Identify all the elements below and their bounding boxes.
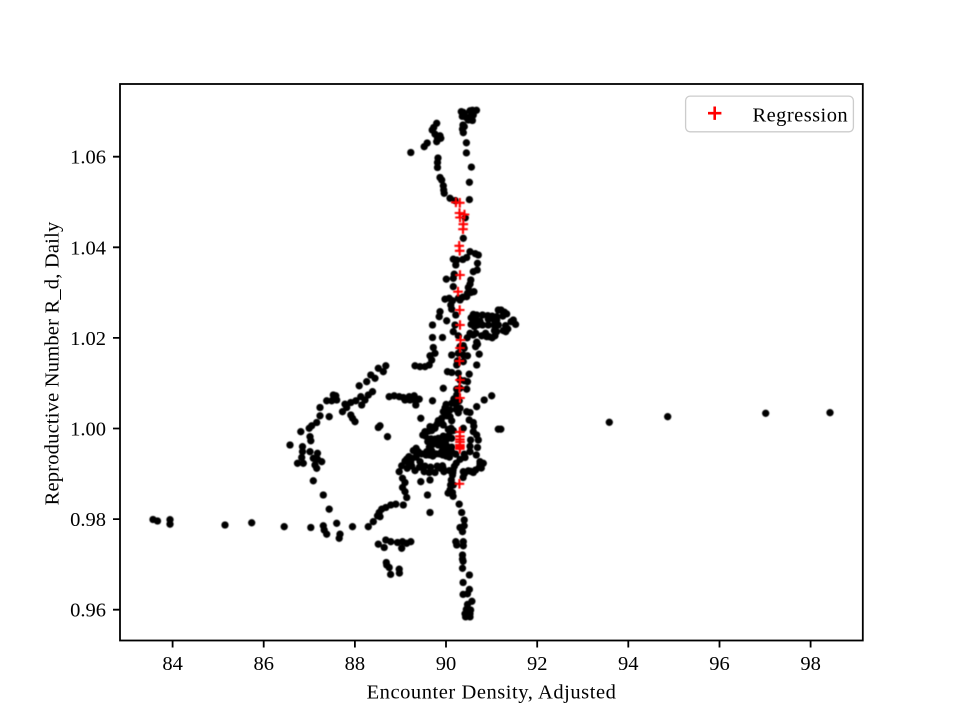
svg-text:92: 92 bbox=[527, 653, 548, 675]
svg-text:98: 98 bbox=[800, 653, 821, 675]
svg-text:0.96: 0.96 bbox=[70, 600, 106, 622]
svg-text:1.00: 1.00 bbox=[70, 419, 106, 441]
svg-text:90: 90 bbox=[436, 653, 457, 675]
svg-text:84: 84 bbox=[162, 653, 183, 675]
svg-text:0.98: 0.98 bbox=[70, 509, 106, 531]
svg-text:Reproductive Number R_d, Daily: Reproductive Number R_d, Daily bbox=[42, 221, 64, 505]
svg-text:86: 86 bbox=[253, 653, 274, 675]
svg-text:Encounter Density, Adjusted: Encounter Density, Adjusted bbox=[367, 682, 617, 704]
svg-text:1.06: 1.06 bbox=[70, 147, 106, 169]
svg-text:1.02: 1.02 bbox=[70, 328, 106, 350]
svg-text:88: 88 bbox=[345, 653, 366, 675]
svg-text:1.04: 1.04 bbox=[70, 237, 106, 259]
svg-text:Regression: Regression bbox=[753, 105, 849, 127]
svg-text:96: 96 bbox=[709, 653, 730, 675]
svg-text:94: 94 bbox=[618, 653, 639, 675]
